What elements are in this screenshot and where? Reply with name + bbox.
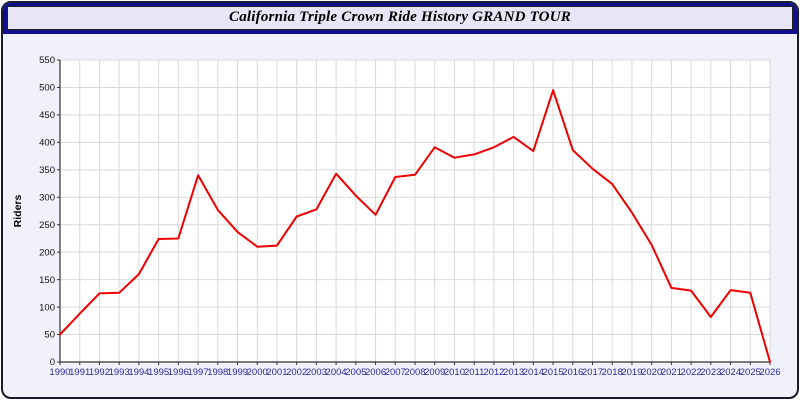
svg-text:2021: 2021 xyxy=(661,367,682,378)
svg-text:2018: 2018 xyxy=(602,367,623,378)
svg-text:2000: 2000 xyxy=(247,367,268,378)
svg-text:400: 400 xyxy=(39,138,55,149)
svg-text:2024: 2024 xyxy=(720,367,741,378)
svg-text:2022: 2022 xyxy=(681,367,702,378)
svg-text:2023: 2023 xyxy=(700,367,721,378)
svg-text:50: 50 xyxy=(44,330,55,341)
svg-text:2011: 2011 xyxy=(464,367,484,378)
svg-text:2025: 2025 xyxy=(740,367,761,378)
svg-text:200: 200 xyxy=(39,247,55,258)
svg-text:2015: 2015 xyxy=(542,367,563,378)
svg-text:2009: 2009 xyxy=(424,367,445,378)
svg-text:1990: 1990 xyxy=(49,367,70,378)
chart-area: 0 50 100 150 200 250 300 350 400 450 500 550 1990 199… xyxy=(10,48,790,397)
riders-line-chart: 0501001502002503003504004505005501990199… xyxy=(12,55,781,378)
svg-text:2019: 2019 xyxy=(621,367,642,378)
svg-text:2017: 2017 xyxy=(582,367,603,378)
svg-text:2005: 2005 xyxy=(345,367,366,378)
svg-text:2003: 2003 xyxy=(306,367,327,378)
svg-text:150: 150 xyxy=(39,275,55,286)
svg-text:1993: 1993 xyxy=(109,367,130,378)
svg-text:1998: 1998 xyxy=(207,367,228,378)
title-bar: California Triple Crown Ride History GRA… xyxy=(3,3,797,34)
svg-text:300: 300 xyxy=(39,192,55,203)
svg-text:0: 0 xyxy=(50,357,55,368)
svg-text:1995: 1995 xyxy=(148,367,169,378)
svg-text:2016: 2016 xyxy=(562,367,583,378)
svg-text:250: 250 xyxy=(39,220,55,231)
svg-text:550: 550 xyxy=(39,55,55,66)
svg-text:2013: 2013 xyxy=(503,367,524,378)
svg-text:2008: 2008 xyxy=(404,367,425,378)
svg-text:2007: 2007 xyxy=(385,367,406,378)
svg-text:2001: 2001 xyxy=(266,367,287,378)
svg-text:2010: 2010 xyxy=(444,367,465,378)
svg-text:1997: 1997 xyxy=(187,367,208,378)
svg-text:1999: 1999 xyxy=(227,367,248,378)
svg-text:2020: 2020 xyxy=(641,367,662,378)
svg-text:2002: 2002 xyxy=(286,367,307,378)
svg-text:1994: 1994 xyxy=(128,367,149,378)
svg-text:1992: 1992 xyxy=(89,367,110,378)
svg-text:2012: 2012 xyxy=(483,367,504,378)
svg-text:500: 500 xyxy=(39,83,55,94)
svg-text:100: 100 xyxy=(39,302,55,313)
chart-title: California Triple Crown Ride History GRA… xyxy=(7,6,793,30)
svg-text:2014: 2014 xyxy=(523,367,544,378)
svg-text:2006: 2006 xyxy=(365,367,386,378)
svg-text:1991: 1991 xyxy=(69,367,90,378)
svg-text:1996: 1996 xyxy=(168,367,189,378)
svg-text:Riders: Riders xyxy=(12,195,24,228)
svg-text:2026: 2026 xyxy=(759,367,780,378)
svg-text:2004: 2004 xyxy=(326,367,347,378)
svg-text:350: 350 xyxy=(39,165,55,176)
svg-text:450: 450 xyxy=(39,110,55,121)
